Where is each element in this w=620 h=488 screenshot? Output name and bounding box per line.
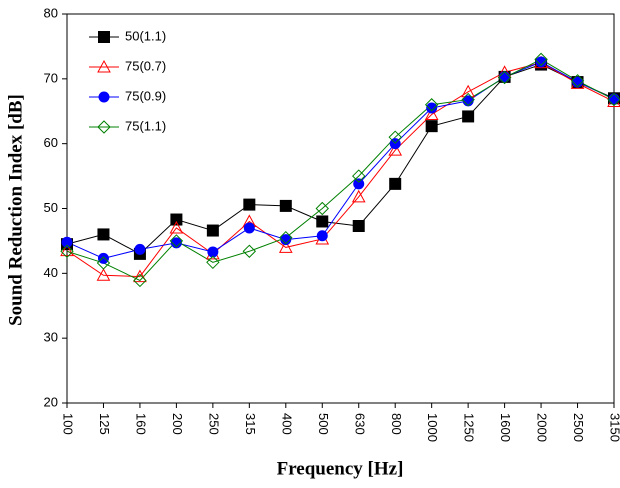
- x-tick-label: 100: [61, 413, 76, 435]
- legend-label: 50(1.1): [125, 28, 166, 43]
- series-line: [66, 64, 615, 255]
- marker: [207, 246, 219, 258]
- marker: [461, 92, 475, 107]
- marker: [315, 201, 329, 216]
- marker: [316, 230, 328, 242]
- marker: [388, 130, 402, 144]
- marker: [61, 236, 73, 248]
- x-tick-label: 250: [206, 413, 221, 435]
- marker: [534, 52, 548, 67]
- marker: [97, 252, 109, 264]
- marker: [388, 143, 403, 156]
- marker: [97, 228, 110, 241]
- marker: [497, 70, 512, 85]
- marker: [242, 244, 257, 258]
- y-tick-label: 80: [44, 5, 58, 20]
- marker: [535, 56, 547, 68]
- marker: [60, 244, 74, 258]
- marker: [243, 222, 255, 234]
- marker: [206, 224, 219, 237]
- marker: [424, 107, 439, 120]
- x-tick-label: 1250: [462, 413, 477, 442]
- marker: [60, 243, 74, 257]
- marker: [243, 198, 256, 211]
- marker: [96, 256, 111, 270]
- marker: [352, 169, 366, 183]
- marker: [170, 213, 183, 226]
- x-tick-label: 800: [389, 413, 404, 435]
- marker: [98, 31, 110, 43]
- marker: [97, 59, 111, 73]
- x-axis-label: Frequency [Hz]: [277, 458, 404, 479]
- marker: [353, 178, 365, 190]
- marker: [134, 243, 146, 255]
- x-tick-label: 1000: [425, 413, 440, 442]
- series-line: [66, 62, 615, 278]
- marker: [351, 189, 366, 203]
- marker: [279, 230, 293, 245]
- marker: [424, 98, 439, 112]
- x-tick-label: 2000: [535, 413, 550, 442]
- marker: [170, 237, 182, 249]
- y-tick-label: 60: [44, 135, 58, 150]
- marker: [389, 177, 402, 190]
- marker: [316, 215, 329, 228]
- marker: [133, 273, 147, 288]
- x-tick-label: 1600: [498, 413, 513, 442]
- x-tick-label: 315: [243, 413, 258, 435]
- series-line: [66, 61, 615, 259]
- marker: [278, 240, 293, 253]
- x-tick-label: 3150: [608, 413, 620, 442]
- marker: [96, 268, 111, 281]
- y-tick-label: 50: [44, 200, 58, 215]
- x-tick-label: 200: [170, 413, 185, 435]
- marker: [426, 102, 438, 114]
- marker: [352, 220, 365, 233]
- y-tick-label: 70: [44, 70, 58, 85]
- y-tick-label: 20: [44, 394, 58, 409]
- marker: [169, 234, 184, 248]
- x-tick-label: 2500: [571, 413, 586, 442]
- marker: [98, 91, 110, 103]
- marker: [97, 120, 111, 134]
- marker: [279, 199, 292, 212]
- marker: [425, 120, 438, 133]
- y-tick-label: 40: [44, 265, 58, 280]
- x-tick-label: 160: [133, 413, 148, 435]
- x-tick-label: 630: [352, 413, 367, 435]
- legend-label: 75(1.1): [125, 118, 166, 133]
- marker: [206, 255, 220, 270]
- marker: [570, 74, 585, 88]
- marker: [280, 234, 292, 246]
- series-line: [66, 58, 615, 282]
- y-tick-label: 30: [44, 330, 58, 345]
- marker: [169, 220, 184, 234]
- legend-label: 75(0.7): [125, 58, 166, 73]
- legend-label: 75(0.9): [125, 88, 166, 103]
- x-tick-label: 500: [316, 413, 331, 435]
- marker: [133, 269, 147, 283]
- marker: [462, 110, 475, 123]
- x-tick-label: 400: [279, 413, 294, 435]
- y-axis-label: Sound Reduction Index [dB]: [5, 94, 26, 326]
- marker: [607, 92, 620, 107]
- x-tick-label: 125: [97, 413, 112, 435]
